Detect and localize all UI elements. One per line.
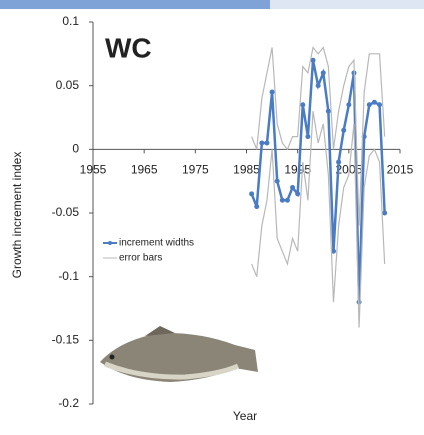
data-point [377, 102, 382, 107]
data-point [372, 100, 377, 105]
legend-label: increment widths [119, 238, 194, 249]
y-tick-label: 0 [72, 142, 79, 156]
top-strip [0, 0, 270, 9]
data-point [321, 70, 326, 75]
data-point [280, 198, 285, 203]
y-tick-label: 0.1 [62, 14, 79, 28]
y-tick-label: -0.2 [58, 396, 79, 410]
data-point [264, 140, 269, 145]
data-point [249, 191, 254, 196]
data-point [305, 134, 310, 139]
fish-icon [100, 326, 258, 382]
top-strip [270, 0, 424, 9]
y-tick-label: -0.1 [58, 269, 79, 283]
data-point [254, 204, 259, 209]
data-point [285, 198, 290, 203]
data-point [290, 185, 295, 190]
data-point [326, 109, 331, 114]
data-point [367, 102, 372, 107]
chart-title: WC [105, 32, 152, 63]
data-point [300, 102, 305, 107]
x-tick-label: 1975 [182, 163, 209, 177]
page: WC Year Growth increment index -0.2 -0.15… [0, 0, 424, 430]
data-point [270, 90, 275, 95]
data-point [259, 140, 264, 145]
chart: WC Year Growth increment index -0.2 -0.15… [0, 0, 424, 430]
data-point [382, 211, 387, 216]
legend-marker [108, 241, 112, 245]
data-point [336, 160, 341, 165]
x-tick-label: 1965 [131, 163, 158, 177]
x-tick-label: 1985 [233, 163, 260, 177]
data-point [341, 128, 346, 133]
y-axis-label: Growth increment index [10, 152, 24, 279]
x-axis-label: Year [233, 409, 257, 423]
x-tick-label: 1955 [80, 163, 107, 177]
data-point [275, 179, 280, 184]
y-tick-label: 0.05 [56, 78, 80, 92]
data-point [295, 191, 300, 196]
y-tick-label: -0.05 [52, 205, 80, 219]
y-tick-label: -0.15 [52, 333, 80, 347]
data-point [316, 83, 321, 88]
x-tick-label: 2015 [387, 163, 414, 177]
data-point [346, 102, 351, 107]
legend-label: error bars [119, 253, 162, 264]
